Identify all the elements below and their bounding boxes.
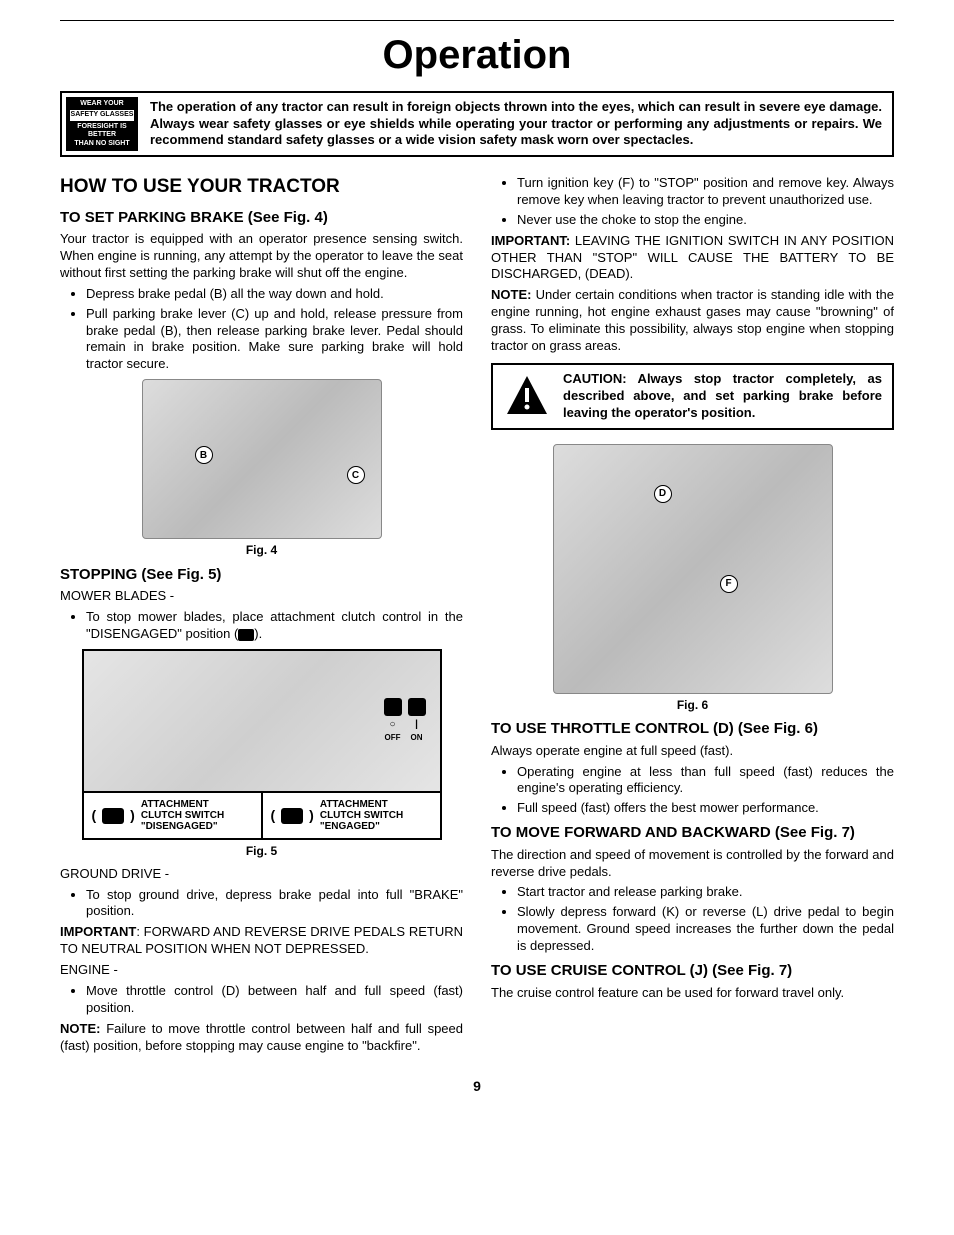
caution-triangle-icon [503,372,551,420]
fig5-disengaged-cell: () ATTACHMENT CLUTCH SWITCH "DISENGAGED" [84,793,263,838]
callout-c: C [347,466,365,484]
fig5-r-b: CLUTCH SWITCH [320,810,403,821]
badge-line-4: THAN NO SIGHT [70,140,134,148]
safety-warning-text: The operation of any tractor can result … [150,99,882,150]
important-ignition: IMPORTANT: LEAVING THE IGNITION SWITCH I… [491,233,894,284]
content-columns: HOW TO USE YOUR TRACTOR TO SET PARKING B… [60,171,894,1059]
engine-label: ENGINE - [60,962,463,979]
parking-brake-heading: TO SET PARKING BRAKE (See Fig. 4) [60,208,463,228]
note-text-2: Under certain conditions when tractor is… [491,287,894,353]
throttle-bullet-2: Full speed (fast) offers the best mower … [517,800,894,817]
left-column: HOW TO USE YOUR TRACTOR TO SET PARKING B… [60,171,463,1059]
caution-box: CAUTION: Always stop tractor completely,… [491,363,894,430]
badge-line-3: FORESIGHT IS BETTER [70,123,134,140]
note-browning: NOTE: Under certain conditions when trac… [491,287,894,355]
fig5-diagram: ○ OFF | ON [84,651,440,791]
move-heading: TO MOVE FORWARD AND BACKWARD (See Fig. 7… [491,823,894,843]
note-text-1: Failure to move throttle control between… [60,1021,463,1053]
top-rule [60,20,894,21]
parking-bullet-1: Depress brake pedal (B) all the way down… [86,286,463,303]
fig5-l-b: CLUTCH SWITCH [141,810,224,821]
throttle-list: Operating engine at less than full speed… [491,764,894,818]
fig6-caption: Fig. 6 [491,698,894,714]
caution-text: CAUTION: Always stop tractor completely,… [563,371,882,422]
mower-bullet-1b: ). [254,626,262,641]
safety-warning-box: WEAR YOUR SAFETY GLASSES FORESIGHT IS BE… [60,91,894,157]
fig5-l-a: ATTACHMENT [141,799,224,810]
move-bullet-1: Start tractor and release parking brake. [517,884,894,901]
safety-badge: WEAR YOUR SAFETY GLASSES FORESIGHT IS BE… [66,97,138,151]
parking-brake-list: Depress brake pedal (B) all the way down… [60,286,463,373]
important-pedals: IMPORTANT: FORWARD AND REVERSE DRIVE PED… [60,924,463,958]
move-bullet-2: Slowly depress forward (K) or reverse (L… [517,904,894,955]
fig5-r-a: ATTACHMENT [320,799,403,810]
mower-list: To stop mower blades, place attachment c… [60,609,463,643]
fig5-caption: Fig. 5 [60,844,463,860]
right-column: Turn ignition key (F) to "STOP" position… [491,171,894,1059]
page-title: Operation [60,29,894,81]
parking-brake-intro: Your tractor is equipped with an operato… [60,231,463,282]
fig5-on-label: ON [411,733,423,743]
on-icon [408,698,426,716]
move-intro: The direction and speed of movement is c… [491,847,894,881]
how-to-use-heading: HOW TO USE YOUR TRACTOR [60,175,463,200]
callout-b: B [195,446,213,464]
disengaged-inline-icon [238,629,254,641]
figure-4: B C [60,379,463,539]
fig5-r-c: "ENGAGED" [320,821,403,832]
cruise-heading: TO USE CRUISE CONTROL (J) (See Fig. 7) [491,961,894,981]
mower-bullet-1a: To stop mower blades, place attachment c… [86,609,463,641]
figure-5: ○ OFF | ON () ATTACHMENT [60,649,463,840]
figure-6: D F [491,444,894,694]
important-label-1: IMPORTANT [60,924,136,939]
note-backfire: NOTE: Failure to move throttle control b… [60,1021,463,1055]
note-label-1: NOTE: [60,1021,100,1036]
mower-blades-label: MOWER BLADES - [60,588,463,605]
callout-f: F [720,575,738,593]
ground-drive-label: GROUND DRIVE - [60,866,463,883]
engine-list: Move throttle control (D) between half a… [60,983,463,1017]
fig5-l-c: "DISENGAGED" [141,821,224,832]
throttle-bullet-1: Operating engine at less than full speed… [517,764,894,798]
engine-bullet-1: Move throttle control (D) between half a… [86,983,463,1017]
throttle-intro: Always operate engine at full speed (fas… [491,743,894,760]
fig5-off-label: OFF [385,733,401,743]
callout-d: D [654,485,672,503]
ground-drive-list: To stop ground drive, depress brake peda… [60,887,463,921]
badge-line-1: WEAR YOUR [70,100,134,108]
fig5-on-col: | ON [408,698,426,743]
throttle-heading: TO USE THROTTLE CONTROL (D) (See Fig. 6) [491,719,894,739]
ignition-bullet-1: Turn ignition key (F) to "STOP" position… [517,175,894,209]
ignition-bullet-2: Never use the choke to stop the engine. [517,212,894,229]
page-number: 9 [60,1077,894,1095]
disengaged-switch-icon [102,808,124,824]
note-label-2: NOTE: [491,287,531,302]
stopping-heading: STOPPING (See Fig. 5) [60,565,463,585]
off-icon [384,698,402,716]
badge-line-2: SAFETY GLASSES [70,110,134,120]
ground-bullet-1: To stop ground drive, depress brake peda… [86,887,463,921]
fig5-off-col: ○ OFF [384,698,402,743]
fig4-caption: Fig. 4 [60,543,463,559]
mower-bullet-1: To stop mower blades, place attachment c… [86,609,463,643]
cruise-intro: The cruise control feature can be used f… [491,985,894,1002]
move-list: Start tractor and release parking brake.… [491,884,894,955]
fig5-engaged-cell: () ATTACHMENT CLUTCH SWITCH "ENGAGED" [263,793,440,838]
parking-bullet-2: Pull parking brake lever (C) up and hold… [86,306,463,374]
ignition-list: Turn ignition key (F) to "STOP" position… [491,175,894,229]
engaged-switch-icon [281,808,303,824]
important-label-2: IMPORTANT: [491,233,570,248]
